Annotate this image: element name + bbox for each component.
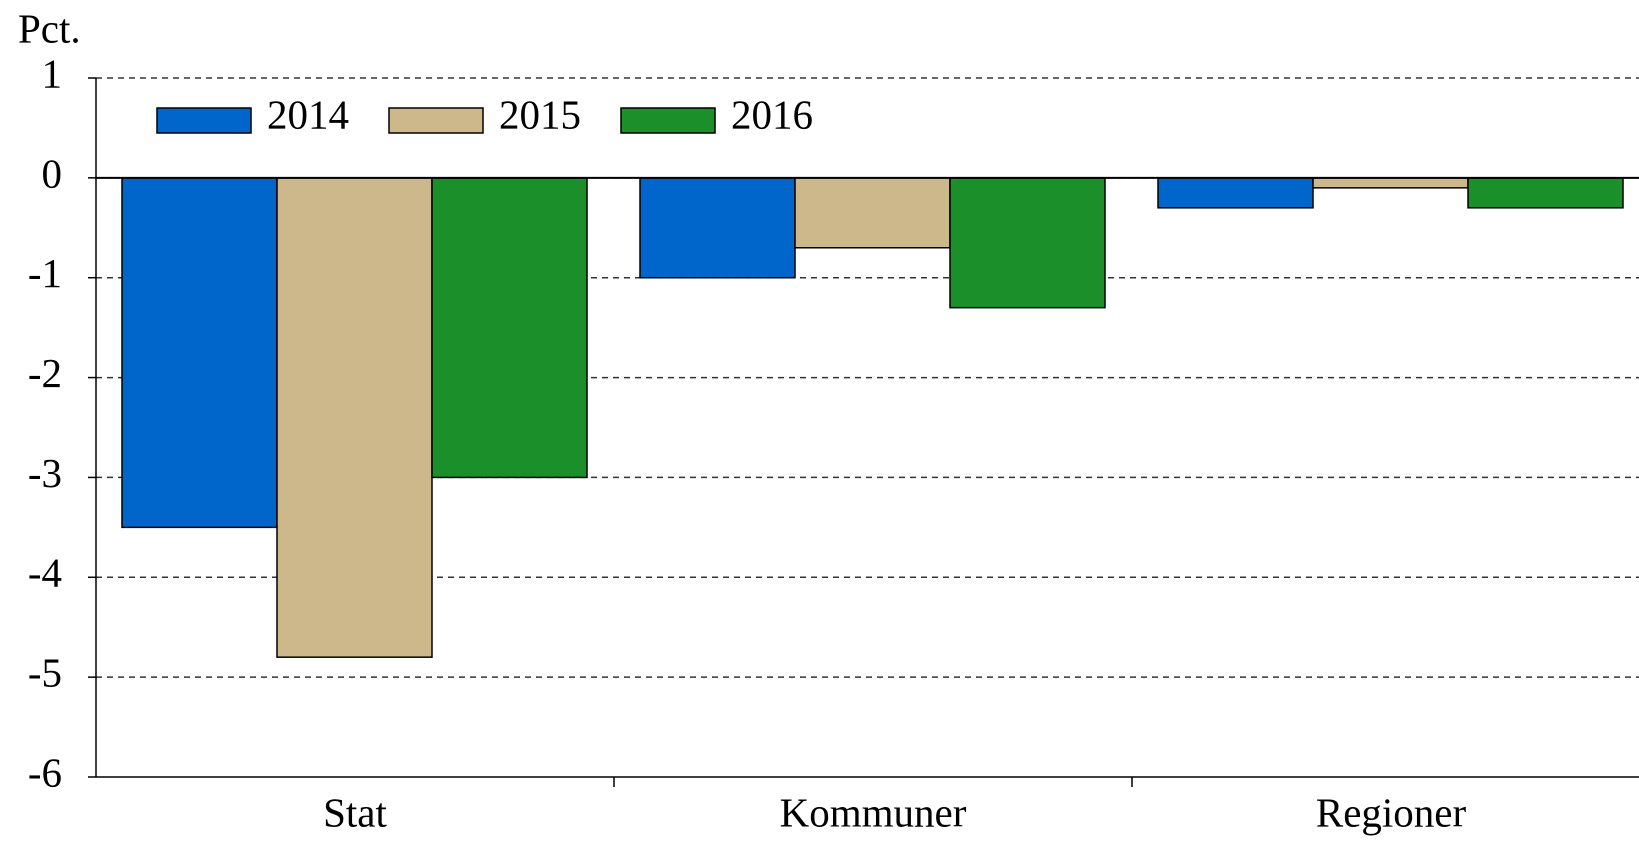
bar bbox=[1312, 177, 1469, 189]
bar bbox=[639, 177, 796, 279]
y-tick-label: -5 bbox=[28, 650, 62, 696]
legend-label: 2015 bbox=[499, 91, 581, 137]
legend-label: 2014 bbox=[267, 91, 349, 137]
bar bbox=[1157, 177, 1314, 209]
legend-swatch bbox=[388, 107, 484, 134]
bar bbox=[431, 177, 588, 479]
bar bbox=[949, 177, 1106, 309]
y-tick-label: -4 bbox=[28, 550, 62, 596]
y-tick-label: -2 bbox=[28, 350, 62, 396]
legend-label: 2016 bbox=[731, 91, 813, 137]
x-tick-label: Regioner bbox=[1316, 789, 1467, 835]
y-tick-label: 0 bbox=[42, 150, 63, 196]
y-tick-label: -3 bbox=[28, 450, 62, 496]
bar bbox=[276, 177, 433, 658]
x-tick-label: Stat bbox=[323, 789, 387, 835]
y-tick-label: 1 bbox=[42, 50, 63, 96]
legend-swatch bbox=[156, 107, 252, 134]
y-axis-label: Pct. bbox=[18, 5, 81, 51]
bar bbox=[794, 177, 951, 249]
y-tick-label: -6 bbox=[28, 749, 62, 795]
legend-swatch bbox=[620, 107, 716, 134]
y-tick-label: -1 bbox=[28, 250, 62, 296]
x-tick-label: Kommuner bbox=[780, 789, 967, 835]
bar bbox=[1467, 177, 1624, 209]
bar bbox=[121, 177, 278, 529]
